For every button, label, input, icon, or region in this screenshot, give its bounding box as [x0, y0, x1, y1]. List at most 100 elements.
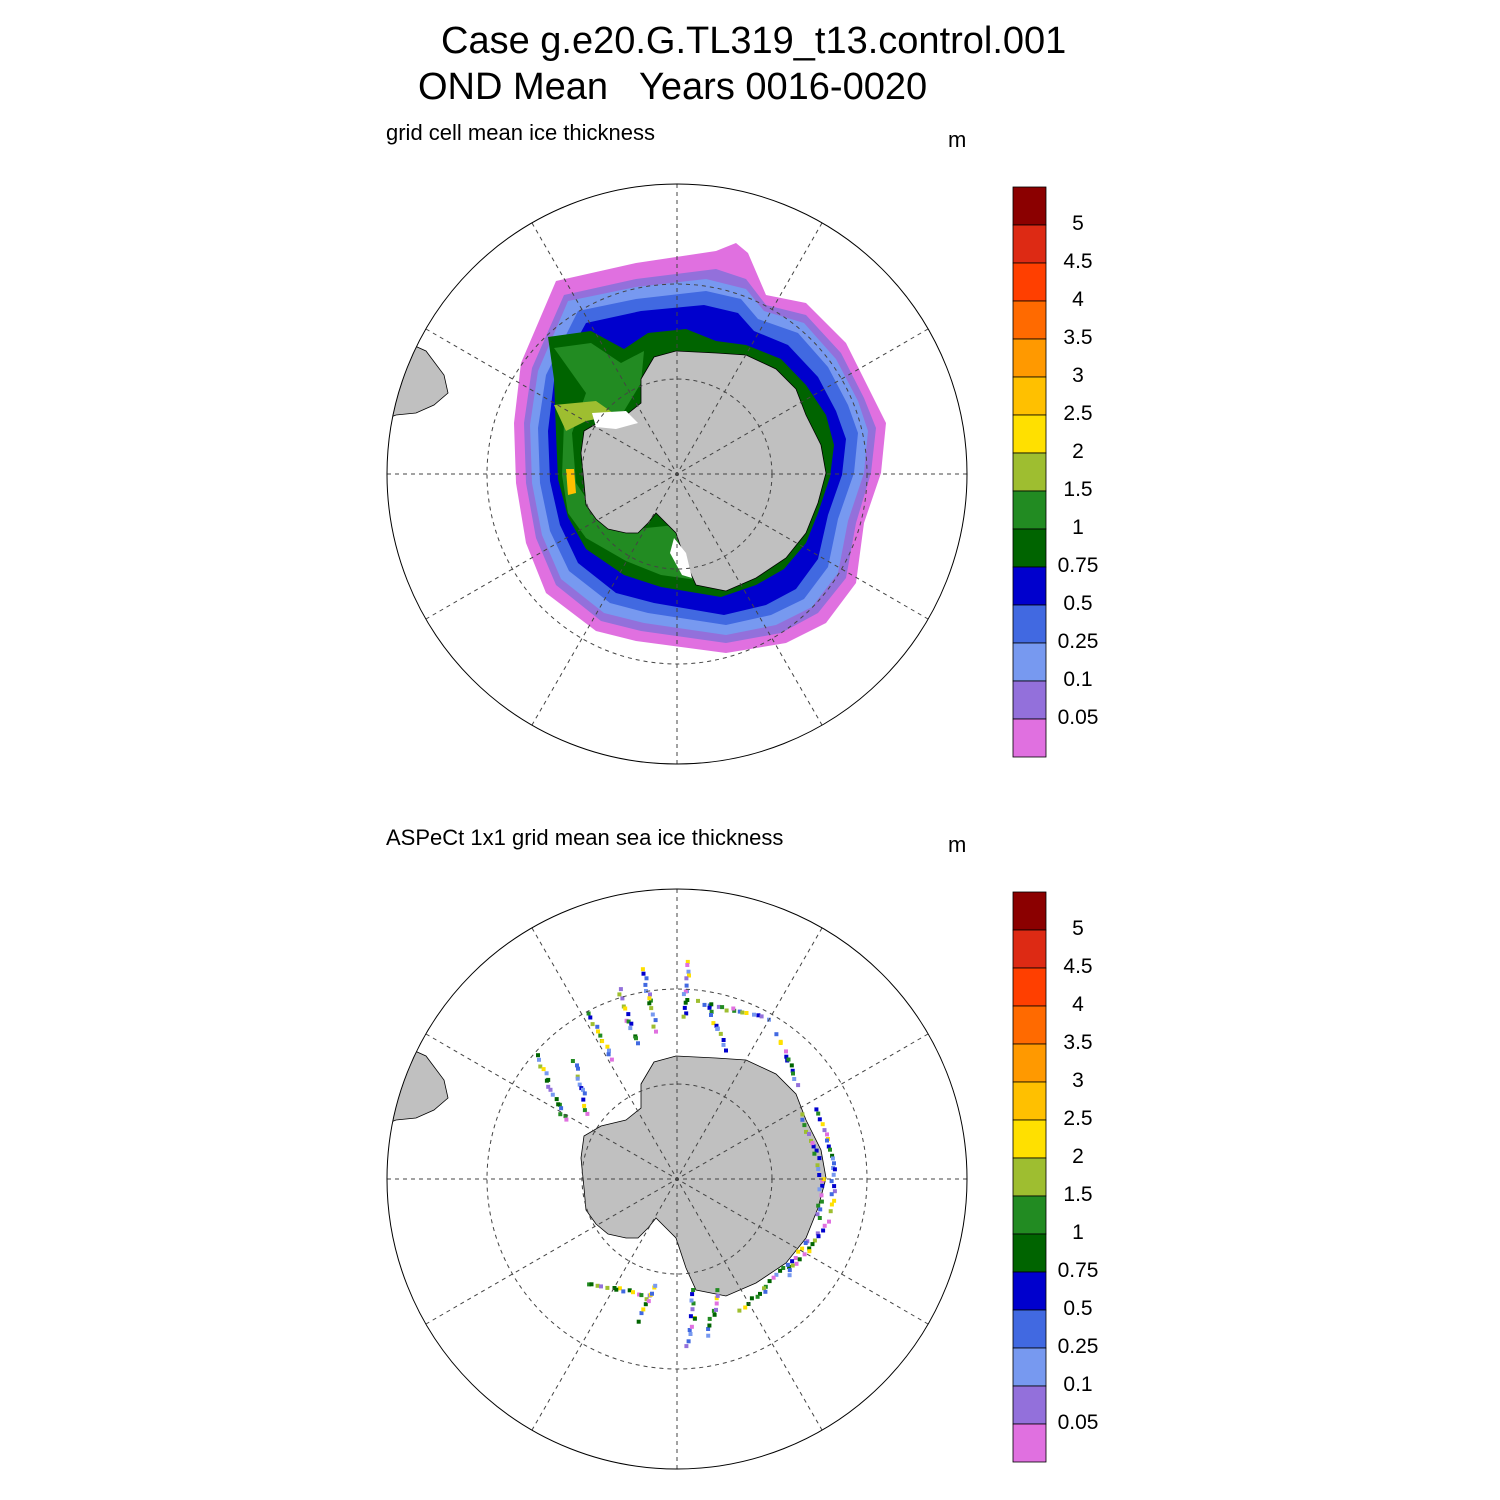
observation-cell [575, 1063, 579, 1068]
observation-cell [641, 971, 646, 976]
colorbar-label: 2 [1072, 1145, 1084, 1168]
observation-cell [683, 1000, 688, 1005]
observation-cell [794, 1261, 799, 1266]
colorbar-label: 5 [1072, 212, 1084, 235]
observation-cell [815, 1212, 820, 1217]
observation-cell [682, 1005, 687, 1010]
observation-cell [812, 1151, 817, 1156]
observation-cell [786, 1057, 791, 1062]
colorbar-swatch [1012, 224, 1047, 264]
observation-cell [832, 1184, 837, 1189]
observation-cell [589, 1282, 594, 1287]
observation-cell [690, 1307, 695, 1312]
observation-cell [546, 1077, 551, 1082]
observation-cell [684, 983, 689, 988]
colorbar-swatch [1012, 891, 1047, 931]
observation-cell [791, 1071, 795, 1076]
observation-cell [718, 1031, 723, 1036]
observation-cell [746, 1302, 751, 1306]
observation-cell [617, 992, 622, 997]
observation-cell [818, 1207, 823, 1212]
observation-cell [582, 1091, 587, 1096]
observation-cell [706, 1327, 711, 1331]
colorbar-swatch [1012, 1043, 1047, 1083]
observation-cell [538, 1064, 543, 1069]
colorbar-swatch [1012, 566, 1047, 606]
observation-cell [817, 1117, 822, 1122]
observation-cell [828, 1209, 833, 1214]
panel2-subtitle: ASPeCt 1x1 grid mean sea ice thickness [386, 825, 784, 850]
observation-cell [812, 1238, 817, 1243]
observation-cell [830, 1156, 835, 1161]
observation-cell [650, 1012, 655, 1017]
observation-cell [620, 996, 625, 1001]
observation-cell [550, 1092, 555, 1097]
observation-cell [714, 1307, 718, 1312]
observation-cell [714, 1301, 719, 1306]
observation-cell [784, 1049, 788, 1054]
observation-cell [641, 1307, 646, 1312]
colorbar-label: 0.05 [1057, 706, 1099, 729]
observation-cell [817, 1187, 822, 1192]
colorbar-swatch [1012, 376, 1047, 416]
observation-cell [546, 1084, 551, 1089]
colorbar-label: 0.5 [1063, 592, 1093, 615]
observation-cell [816, 1234, 821, 1239]
observation-cell [829, 1202, 834, 1207]
observation-cell [752, 1012, 756, 1017]
observation-cell [740, 1010, 745, 1015]
observation-cell [644, 989, 648, 993]
observation-cell [586, 1011, 591, 1016]
observation-cell [731, 1006, 736, 1011]
colorbar-label: 3.5 [1063, 326, 1093, 349]
colorbar-label: 0.75 [1057, 554, 1099, 577]
colorbar-label: 2.5 [1063, 402, 1093, 425]
observation-cell [796, 1083, 801, 1088]
observation-cell [653, 1283, 658, 1288]
observation-cell [648, 992, 652, 997]
observation-cell [634, 1036, 638, 1041]
observation-cell [800, 1246, 805, 1251]
observation-cell [763, 1289, 768, 1294]
observation-cell [684, 976, 689, 981]
colorbar-label: 0.25 [1057, 1335, 1099, 1358]
observation-cell [688, 1332, 693, 1336]
observation-cell [623, 1006, 628, 1011]
colorbar-swatch [1012, 967, 1047, 1007]
observation-cell [715, 1293, 720, 1298]
observation-cell [778, 1268, 783, 1273]
colorbar-swatch [1012, 338, 1047, 378]
observation-cell [826, 1144, 831, 1149]
observation-cell [575, 1074, 580, 1079]
observation-cell [831, 1172, 836, 1177]
observation-cell [787, 1268, 792, 1273]
observation-cell [810, 1141, 815, 1146]
observation-cell [587, 1282, 592, 1287]
observation-cell [585, 1111, 590, 1116]
observation-cell [639, 1311, 644, 1316]
colorbar-swatch [1012, 1157, 1047, 1197]
observation-cell [654, 1029, 658, 1034]
observation-cell [767, 1279, 772, 1284]
observation-cell [821, 1228, 826, 1233]
observation-cell [599, 1284, 603, 1289]
observation-cell [784, 1054, 789, 1059]
colorbar-swatch [1012, 1119, 1047, 1159]
observation-cell [714, 1023, 719, 1028]
observation-cell [614, 1287, 619, 1292]
colorbar-label: 4 [1072, 993, 1084, 1016]
observation-cell [815, 1231, 820, 1236]
colorbar-swatch [1012, 1081, 1047, 1121]
observation-cell [815, 1163, 820, 1168]
observation-cell [644, 976, 649, 981]
colorbar-label: 1.5 [1063, 478, 1093, 501]
observation-cell [600, 1039, 605, 1044]
observation-cell [822, 1128, 827, 1133]
observation-cell [819, 1199, 824, 1204]
colorbar-label: 3.5 [1063, 1031, 1093, 1054]
observation-cell [624, 1018, 629, 1023]
observation-cell [787, 1273, 792, 1278]
observation-cell [810, 1242, 815, 1247]
observation-cell [802, 1123, 807, 1128]
observation-cell [581, 1087, 585, 1092]
